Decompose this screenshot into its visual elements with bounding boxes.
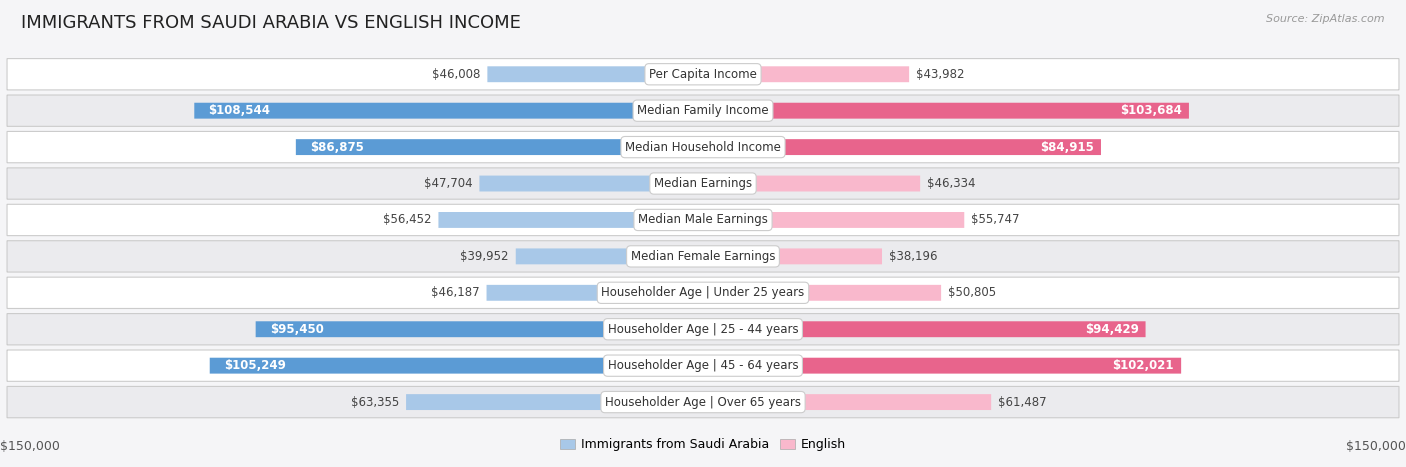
FancyBboxPatch shape bbox=[7, 313, 1399, 345]
FancyBboxPatch shape bbox=[703, 176, 920, 191]
Text: Per Capita Income: Per Capita Income bbox=[650, 68, 756, 81]
Text: Median Household Income: Median Household Income bbox=[626, 141, 780, 154]
Text: $95,450: $95,450 bbox=[270, 323, 323, 336]
Legend: Immigrants from Saudi Arabia, English: Immigrants from Saudi Arabia, English bbox=[555, 433, 851, 456]
Text: $46,008: $46,008 bbox=[432, 68, 481, 81]
FancyBboxPatch shape bbox=[703, 248, 882, 264]
Text: $150,000: $150,000 bbox=[1346, 440, 1406, 453]
FancyBboxPatch shape bbox=[7, 386, 1399, 418]
Text: $55,747: $55,747 bbox=[972, 213, 1019, 226]
FancyBboxPatch shape bbox=[194, 103, 703, 119]
FancyBboxPatch shape bbox=[703, 394, 991, 410]
Text: Householder Age | Over 65 years: Householder Age | Over 65 years bbox=[605, 396, 801, 409]
Text: $108,544: $108,544 bbox=[208, 104, 270, 117]
FancyBboxPatch shape bbox=[295, 139, 703, 155]
Text: $103,684: $103,684 bbox=[1121, 104, 1182, 117]
FancyBboxPatch shape bbox=[406, 394, 703, 410]
FancyBboxPatch shape bbox=[479, 176, 703, 191]
Text: $38,196: $38,196 bbox=[889, 250, 938, 263]
FancyBboxPatch shape bbox=[7, 277, 1399, 309]
Text: Median Male Earnings: Median Male Earnings bbox=[638, 213, 768, 226]
FancyBboxPatch shape bbox=[209, 358, 703, 374]
Text: Median Female Earnings: Median Female Earnings bbox=[631, 250, 775, 263]
FancyBboxPatch shape bbox=[7, 131, 1399, 163]
FancyBboxPatch shape bbox=[486, 285, 703, 301]
FancyBboxPatch shape bbox=[7, 204, 1399, 236]
Text: $61,487: $61,487 bbox=[998, 396, 1047, 409]
Text: $47,704: $47,704 bbox=[423, 177, 472, 190]
Text: IMMIGRANTS FROM SAUDI ARABIA VS ENGLISH INCOME: IMMIGRANTS FROM SAUDI ARABIA VS ENGLISH … bbox=[21, 14, 522, 32]
Text: $105,249: $105,249 bbox=[224, 359, 285, 372]
Text: Median Family Income: Median Family Income bbox=[637, 104, 769, 117]
FancyBboxPatch shape bbox=[7, 95, 1399, 127]
Text: Median Earnings: Median Earnings bbox=[654, 177, 752, 190]
FancyBboxPatch shape bbox=[439, 212, 703, 228]
FancyBboxPatch shape bbox=[703, 139, 1101, 155]
Text: $46,334: $46,334 bbox=[927, 177, 976, 190]
Text: $46,187: $46,187 bbox=[430, 286, 479, 299]
Text: $84,915: $84,915 bbox=[1040, 141, 1094, 154]
Text: $56,452: $56,452 bbox=[382, 213, 432, 226]
Text: $50,805: $50,805 bbox=[948, 286, 997, 299]
Text: Source: ZipAtlas.com: Source: ZipAtlas.com bbox=[1267, 14, 1385, 24]
FancyBboxPatch shape bbox=[703, 321, 1146, 337]
Text: $39,952: $39,952 bbox=[460, 250, 509, 263]
FancyBboxPatch shape bbox=[516, 248, 703, 264]
FancyBboxPatch shape bbox=[703, 212, 965, 228]
FancyBboxPatch shape bbox=[256, 321, 703, 337]
FancyBboxPatch shape bbox=[488, 66, 703, 82]
FancyBboxPatch shape bbox=[703, 103, 1189, 119]
FancyBboxPatch shape bbox=[7, 350, 1399, 382]
Text: $86,875: $86,875 bbox=[309, 141, 364, 154]
Text: $43,982: $43,982 bbox=[917, 68, 965, 81]
Text: $94,429: $94,429 bbox=[1084, 323, 1139, 336]
Text: $102,021: $102,021 bbox=[1112, 359, 1174, 372]
FancyBboxPatch shape bbox=[7, 58, 1399, 90]
Text: $63,355: $63,355 bbox=[350, 396, 399, 409]
Text: Householder Age | 45 - 64 years: Householder Age | 45 - 64 years bbox=[607, 359, 799, 372]
FancyBboxPatch shape bbox=[7, 241, 1399, 272]
FancyBboxPatch shape bbox=[703, 285, 941, 301]
Text: $150,000: $150,000 bbox=[0, 440, 60, 453]
FancyBboxPatch shape bbox=[7, 168, 1399, 199]
Text: Householder Age | 25 - 44 years: Householder Age | 25 - 44 years bbox=[607, 323, 799, 336]
FancyBboxPatch shape bbox=[703, 358, 1181, 374]
FancyBboxPatch shape bbox=[703, 66, 910, 82]
Text: Householder Age | Under 25 years: Householder Age | Under 25 years bbox=[602, 286, 804, 299]
